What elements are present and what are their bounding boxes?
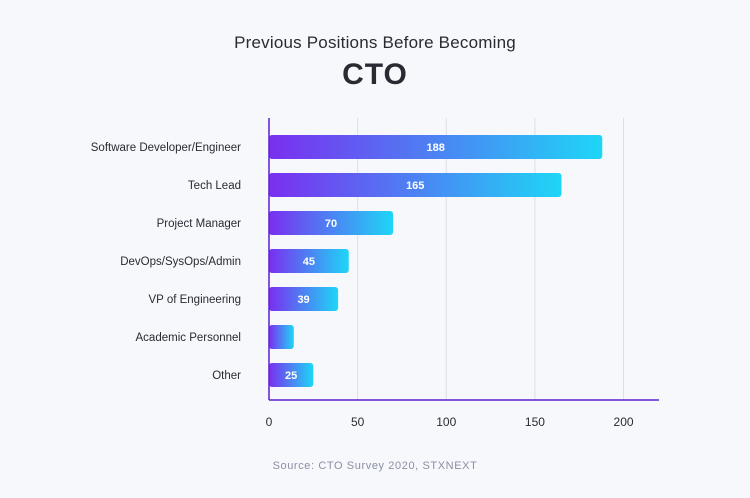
grid-lines [357,118,625,400]
bar-value-label: 70 [325,218,337,230]
bars [269,135,603,387]
x-tick-label: 200 [614,415,634,429]
category-label: VP of Engineering [149,294,242,306]
value-labels: 188 165 70 45 39 25 [285,142,445,382]
category-label: Tech Lead [188,180,241,192]
bar [269,363,314,387]
category-label: Project Manager [157,218,242,230]
category-label: DevOps/SysOps/Admin [120,256,241,268]
bar [269,249,349,273]
x-tick-label: 150 [525,415,545,429]
bar-value-label: 188 [426,142,444,154]
bar-value-label: 39 [297,294,309,306]
chart-title: CTO [342,58,408,91]
axes [268,118,659,401]
bar-value-label: 45 [303,256,315,268]
category-label: Other [212,370,241,382]
category-label: Academic Personnel [136,332,241,344]
bar-value-label: 25 [285,370,297,382]
bar [269,325,294,349]
x-tick-label: 100 [436,415,456,429]
bar [269,287,339,311]
bar-value-label: 165 [406,180,424,192]
x-axis-ticks: 0 50 100 150 200 [266,415,634,429]
chart-subtitle: Previous Positions Before Becoming [234,33,516,52]
bar [269,173,562,197]
chart-source: Source: CTO Survey 2020, STXNEXT [272,460,478,472]
bar [269,135,603,159]
category-label: Software Developer/Engineer [91,142,241,154]
x-tick-label: 50 [351,415,365,429]
bar [269,211,394,235]
category-labels: Software Developer/Engineer Tech Lead Proj… [91,142,241,382]
x-tick-label: 0 [266,415,273,429]
